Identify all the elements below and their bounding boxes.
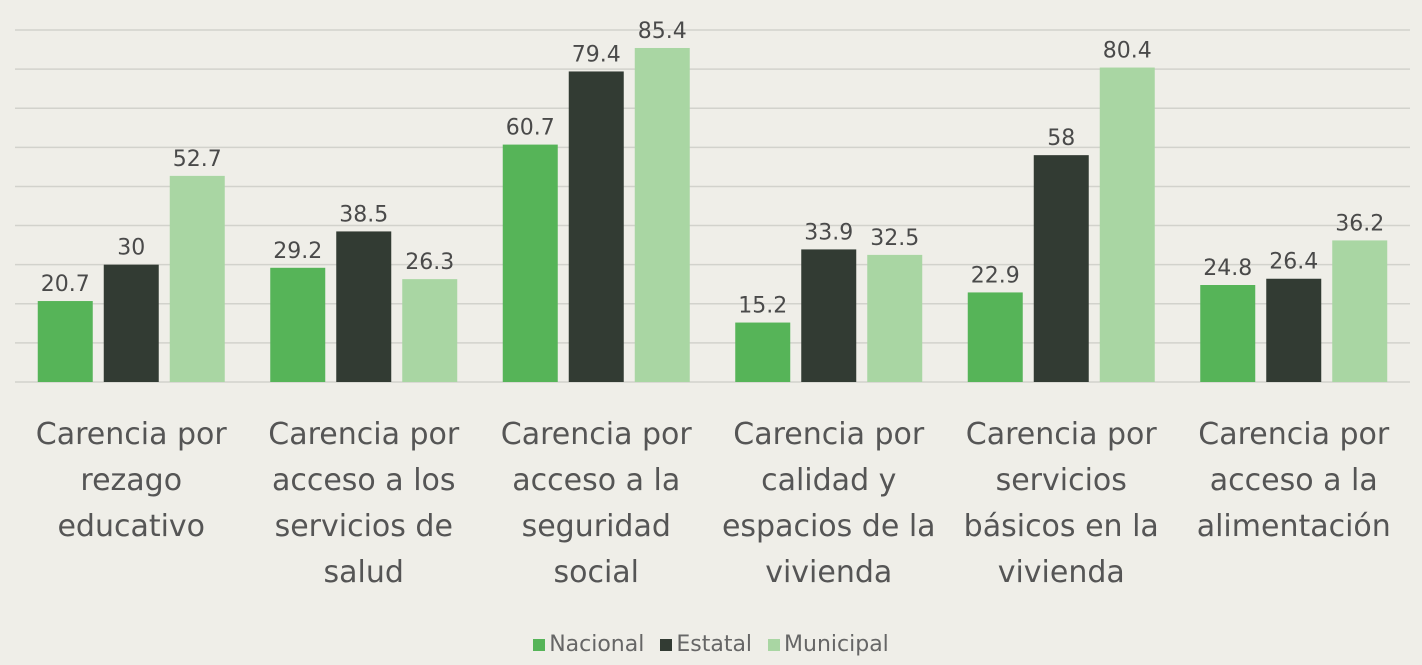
bar: [568, 71, 624, 383]
x-tick-label: Carencia por servicios básicos en la viv…: [963, 417, 1159, 590]
legend-label: Municipal: [784, 632, 889, 657]
data-label: 32.5: [870, 226, 919, 251]
bar: [1200, 285, 1256, 382]
bar: [37, 301, 93, 382]
bar: [801, 249, 857, 382]
legend: Nacional Estatal Municipal: [0, 632, 1422, 657]
bar: [169, 175, 225, 382]
legend-swatch: [533, 639, 546, 651]
legend-swatch: [768, 639, 781, 651]
x-tick-label: Carencia por calidad y espacios de la vi…: [721, 417, 936, 590]
data-label: 38.5: [339, 202, 388, 227]
data-label: 52.7: [173, 147, 222, 172]
bar: [967, 292, 1023, 382]
x-tick-label: Carencia por acceso a la alimentación: [1196, 417, 1391, 544]
data-label: 85.4: [638, 19, 687, 44]
data-label: 22.9: [971, 263, 1020, 288]
data-label: 26.3: [405, 250, 454, 275]
x-tick-label: Carencia por rezago educativo: [35, 417, 227, 544]
bar: [1099, 67, 1155, 383]
legend-label: Nacional: [549, 632, 645, 657]
legend-item: Estatal: [660, 632, 752, 657]
legend-item: Nacional: [533, 632, 644, 657]
data-label: 26.4: [1269, 250, 1318, 275]
data-label: 15.2: [738, 294, 787, 319]
bar: [867, 254, 923, 382]
data-label: 60.7: [506, 116, 555, 141]
data-label: 29.2: [273, 239, 322, 264]
bar: [502, 144, 558, 382]
data-label: 58: [1047, 126, 1075, 151]
bar: [1033, 155, 1089, 382]
x-tick-label: Carencia por acceso a los servicios de s…: [268, 417, 460, 590]
bar: [103, 264, 159, 382]
bar: [735, 322, 791, 382]
legend-swatch: [660, 639, 673, 651]
bar: [270, 267, 326, 382]
data-label: 30: [117, 236, 145, 261]
bar: [1332, 240, 1388, 382]
legend-label: Estatal: [676, 632, 753, 657]
data-label: 79.4: [572, 42, 621, 67]
data-label: 36.2: [1335, 211, 1384, 236]
data-label: 20.7: [41, 272, 90, 297]
data-label: 33.9: [804, 220, 853, 245]
data-label: 24.8: [1203, 256, 1252, 281]
bar: [402, 279, 458, 382]
legend-item: Municipal: [768, 632, 889, 657]
x-tick-label: Carencia por acceso a la seguridad socia…: [500, 417, 692, 590]
bar: [336, 231, 392, 382]
bar: [1266, 278, 1322, 382]
data-label: 80.4: [1103, 39, 1152, 64]
bar: [634, 47, 690, 382]
